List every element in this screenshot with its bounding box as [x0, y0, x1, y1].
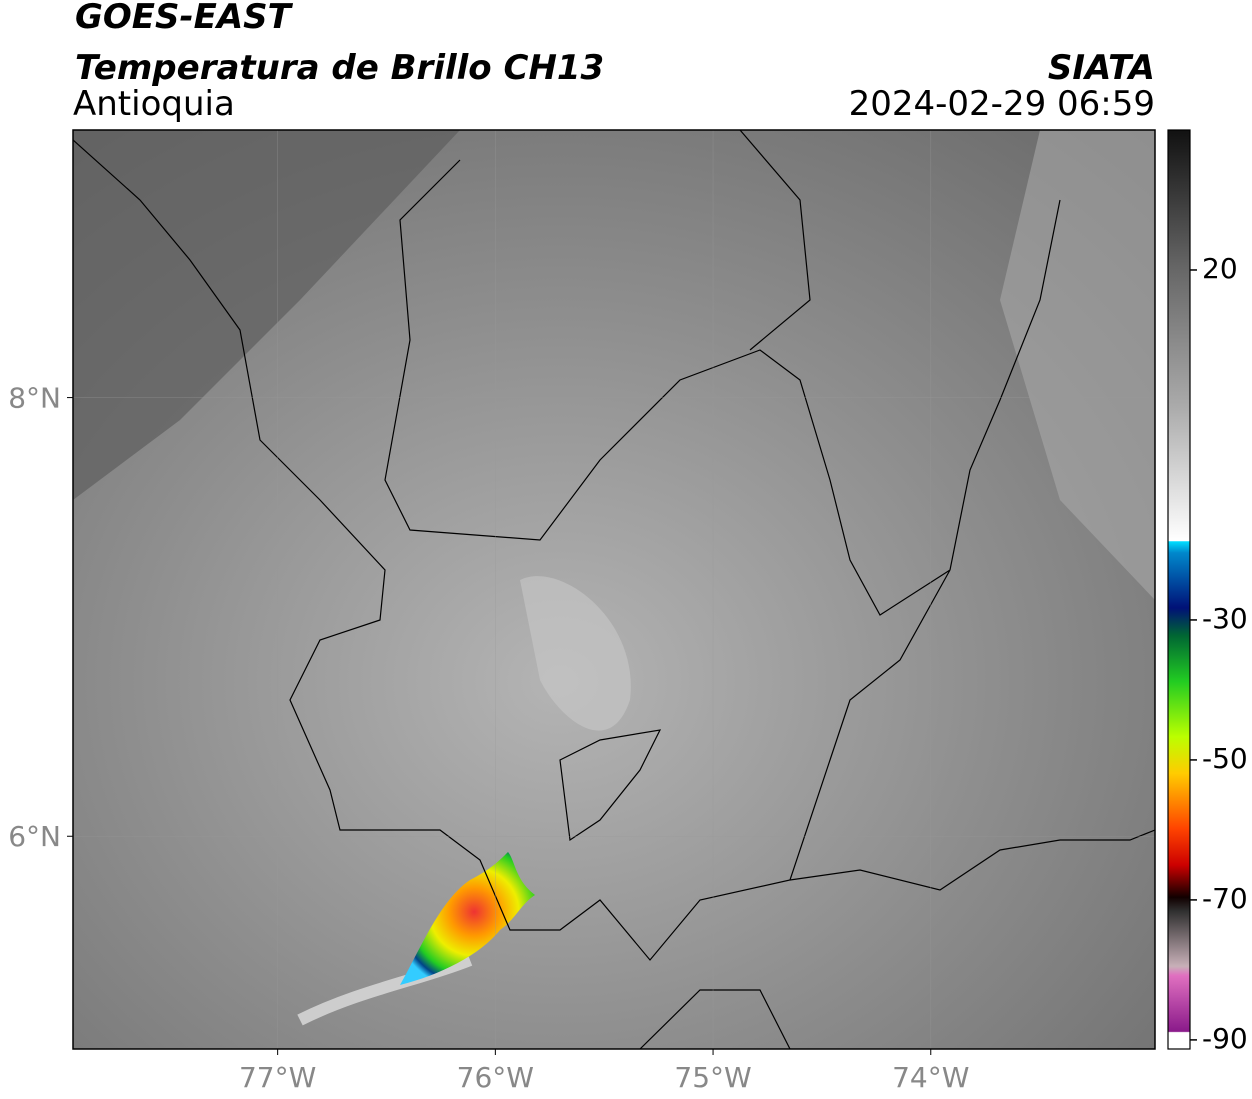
colorbar-tick-label: -90 [1202, 1022, 1248, 1055]
x-tick-label: 77°W [239, 1061, 316, 1094]
convective-storm [400, 852, 535, 985]
cloud-area [520, 576, 631, 731]
title: GOES-EAST [75, 0, 294, 37]
source: SIATA [1048, 48, 1155, 88]
datetime: 2024-02-29 06:59 [849, 84, 1155, 124]
boundary [739, 130, 1061, 571]
map-area [73, 130, 1155, 1049]
cloud-area [1000, 130, 1155, 600]
boundary [73, 139, 951, 961]
colorbar-tick-label: -70 [1202, 882, 1248, 915]
x-tick-label: 74°W [892, 1061, 969, 1094]
region: Antioquia [73, 84, 235, 124]
y-tick-label: 6°N [8, 820, 61, 853]
map-frame [72, 129, 1156, 1050]
colorbar-tick-label: 20 [1202, 252, 1238, 285]
subtitle: Temperatura de Brillo CH13 [75, 48, 604, 88]
colorbar-tick-label: -30 [1202, 602, 1248, 635]
colorbar [1167, 129, 1191, 1050]
colorbar-tick-label: -50 [1202, 742, 1248, 775]
x-tick-label: 75°W [674, 1061, 751, 1094]
sea [73, 130, 460, 500]
cloud-streak [297, 954, 473, 1026]
boundary [559, 729, 1155, 1049]
y-tick-label: 8°N [8, 382, 61, 415]
x-tick-label: 76°W [457, 1061, 534, 1094]
